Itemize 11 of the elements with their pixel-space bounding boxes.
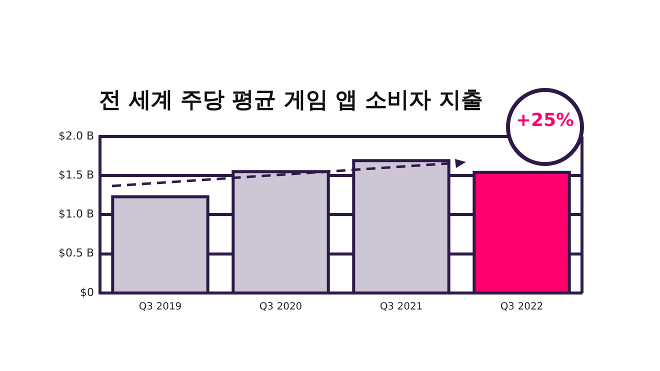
y-tick-label: $0 (80, 286, 94, 299)
y-tick-label: $1.5 B (58, 168, 94, 182)
x-tick-label: Q3 2022 (500, 302, 544, 313)
y-tick-label: $1.0 B (58, 208, 94, 221)
text: +25% (514, 110, 576, 131)
x-tick-label: Q3 2019 (138, 302, 182, 313)
x-tick-label: Q3 2021 (380, 302, 423, 313)
x-tick-label: Q3 2020 (259, 302, 302, 313)
y-tick-label: $0.5 B (58, 246, 94, 260)
y-tick-label: $2.0 B (58, 129, 94, 142)
chart-title: 전 세계 주당 평균 게임 앱 소비자 지출 (99, 88, 483, 113)
